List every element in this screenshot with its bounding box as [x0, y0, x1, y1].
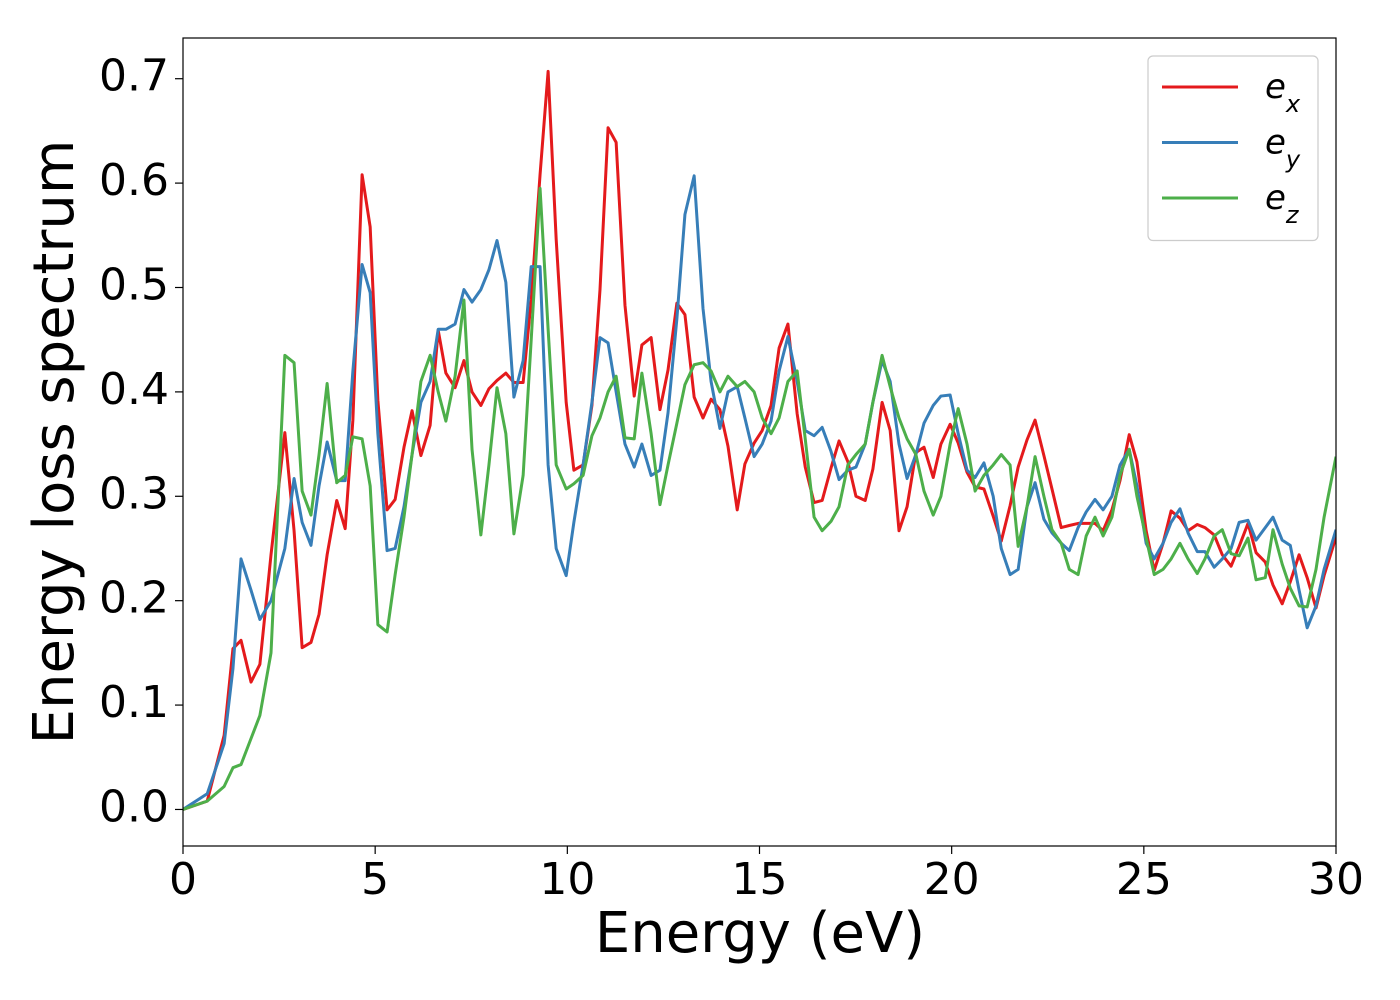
data-line	[183, 186, 1336, 811]
legend-text: ez	[1265, 178, 1300, 229]
legend-box	[1147, 55, 1319, 242]
x-tick-label: 15	[732, 854, 788, 905]
y-tick-label: 0.2	[99, 573, 169, 624]
x-tick-label: 25	[1116, 854, 1172, 905]
legend-text: ex	[1265, 67, 1301, 118]
y-tick-label: 0.4	[99, 364, 169, 415]
y-tick-label: 0.0	[99, 781, 169, 832]
y-axis-label: Energy loss spectrum	[22, 140, 87, 745]
x-tick-label: 0	[169, 854, 197, 905]
y-tick-label: 0.6	[99, 155, 169, 206]
y-tick-label: 0.1	[99, 677, 169, 728]
plot-area	[183, 38, 1336, 846]
y-tick-label: 0.5	[99, 259, 169, 310]
y-tick-label: 0.3	[99, 468, 169, 519]
plot-frame	[182, 37, 1337, 847]
y-tick-label: 0.7	[99, 51, 169, 102]
x-axis-label: Energy (eV)	[595, 901, 925, 966]
x-tick-label: 20	[924, 854, 980, 905]
x-tick-label: 10	[539, 854, 595, 905]
legend-text: ey	[1265, 123, 1301, 174]
x-tick-label: 30	[1308, 854, 1364, 905]
x-tick-label: 5	[361, 854, 389, 905]
